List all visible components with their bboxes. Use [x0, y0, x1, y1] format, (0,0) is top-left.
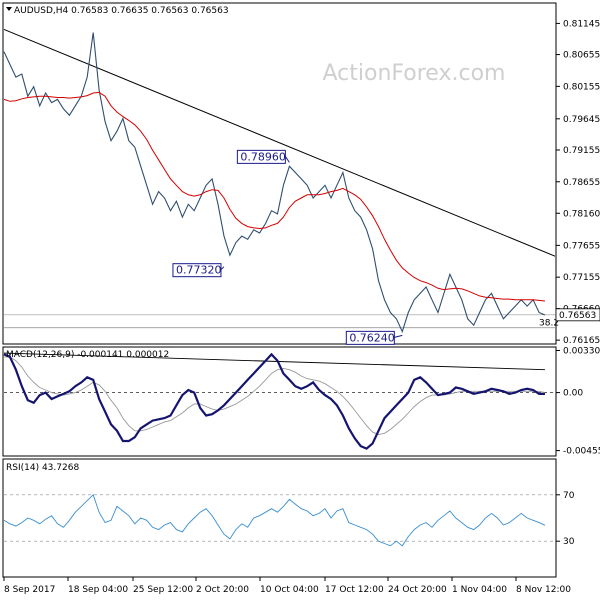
price-y-axis: 0.81145 0.80655 0.80155 0.79645 0.79155 0.786…	[4, 19, 600, 346]
macd-y-tick-label: -0.004555	[563, 447, 600, 457]
macd-panel-frame	[2, 346, 557, 457]
price-trendline	[3, 28, 556, 257]
rsi-series-layer	[3, 493, 546, 547]
annotation-box	[345, 330, 395, 345]
macd-header: MACD(12,26,9) -0.000141 0.000012	[6, 350, 169, 360]
price-y-tick-label: 0.77155	[563, 273, 600, 283]
rsi-panel-frame	[2, 458, 557, 578]
price-y-tick-label: 0.80155	[563, 82, 600, 92]
x-tick-label: 1 Nov 04:00	[452, 585, 507, 595]
x-tick-label: 18 Sep 04:00	[68, 585, 128, 595]
annotation-label: 0.76240	[349, 331, 395, 344]
rsi-panel: 70 30 RSI(14) 43.7268	[2, 458, 575, 578]
price-y-tick-label: 0.78655	[563, 178, 600, 188]
current-price-tag: 0.76563	[559, 311, 596, 321]
price-header: AUDUSD,H4 0.76583 0.76635 0.76563 0.7656…	[14, 6, 229, 16]
x-tick-label: 8 Sep 2017	[4, 585, 55, 595]
annotation-leader	[284, 156, 290, 163]
price-y-tick-label: 0.79645	[563, 115, 600, 125]
dropdown-triangle-icon[interactable]	[6, 7, 12, 11]
price-y-tick-label: 0.81145	[563, 19, 600, 29]
rsi-header: RSI(14) 43.7268	[6, 463, 79, 473]
price-panel-frame	[2, 2, 557, 345]
price-y-tick-label: 0.76165	[563, 336, 600, 346]
x-tick-label: 10 Oct 04:00	[260, 585, 319, 595]
fib-382-label: 38.2	[539, 319, 559, 329]
x-tick-label: 17 Oct 12:00	[325, 585, 384, 595]
price-series-layer	[3, 32, 546, 334]
annotation-box	[236, 149, 286, 164]
macd-trendline	[3, 352, 546, 371]
price-panel: ActionForex.com 0.81145 0.80655 0.80155 0.7…	[2, 2, 600, 346]
price-moving-average-line	[3, 91, 546, 302]
x-tick-label: 2 Oct 20:00	[196, 585, 249, 595]
rsi-line	[3, 493, 546, 547]
price-annotations: 0.78960 0.77320 0.76240	[172, 149, 403, 345]
price-close-line	[3, 32, 546, 334]
rsi-y-tick-label: 70	[563, 491, 575, 501]
annotation-label: 0.77320	[176, 264, 222, 277]
x-tick-label: 24 Oct 20:00	[388, 585, 447, 595]
x-tick-label: 25 Sep 12:00	[133, 585, 193, 595]
macd-y-tick-label: 0.00	[563, 389, 583, 399]
current-price-tag-box	[555, 308, 600, 322]
x-tick-label: 8 Nov 12:00	[516, 585, 571, 595]
annotation-leader	[394, 334, 403, 338]
price-y-tick-label: 0.77655	[563, 241, 600, 251]
macd-line	[3, 352, 545, 450]
watermark: ActionForex.com	[323, 61, 506, 86]
time-x-axis: 8 Sep 2017 18 Sep 04:00 25 Sep 12:00 2 Oct …	[3, 577, 571, 595]
price-y-tick-label: 0.78160	[563, 209, 600, 219]
price-trendline-layer	[3, 28, 556, 257]
price-y-tick-label: 0.79155	[563, 146, 600, 156]
annotation-box	[172, 263, 222, 278]
macd-y-tick-label: 0.003305	[563, 346, 600, 356]
annotation-label: 0.78960	[240, 150, 286, 163]
macd-series-layer	[3, 352, 546, 450]
price-y-tick-label: 0.80655	[563, 51, 600, 61]
rsi-y-tick-label: 30	[563, 537, 575, 547]
macd-panel: 0.003305 0.00 -0.004555 MACD(12,26,9) -0.0…	[2, 346, 600, 457]
rsi-y-axis: 70 30	[4, 491, 575, 547]
